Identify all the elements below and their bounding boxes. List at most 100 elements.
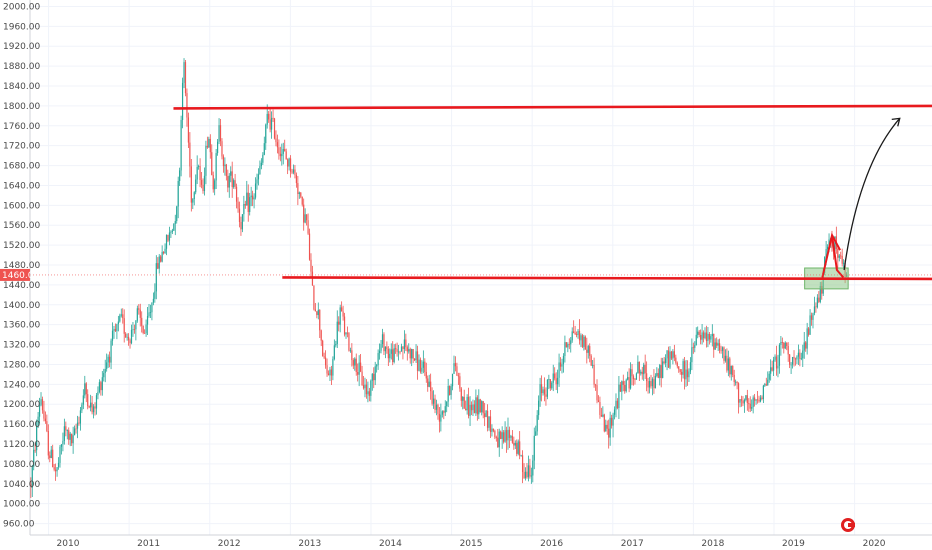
candle-body <box>183 62 185 83</box>
candle-body <box>702 332 705 339</box>
candle-body <box>733 374 735 383</box>
candle-body <box>180 119 182 171</box>
candle-body <box>189 142 191 167</box>
candle-body <box>494 430 496 438</box>
candle-body <box>72 435 74 444</box>
projection-arrow[interactable] <box>843 117 901 271</box>
candle-body <box>244 204 246 206</box>
candle-body <box>660 365 662 378</box>
candle-body <box>155 263 157 292</box>
time-tick-label: 2015 <box>460 539 483 549</box>
candle-body <box>205 145 207 176</box>
support-line[interactable] <box>282 276 932 281</box>
candle-body <box>701 332 703 340</box>
candle-body <box>361 371 363 386</box>
candle-body <box>412 349 414 359</box>
candle-body <box>624 384 626 392</box>
candle-body <box>219 125 222 142</box>
candle-body <box>148 312 150 317</box>
candle-body <box>797 352 799 357</box>
candle-body <box>69 433 71 440</box>
candle-body <box>751 407 753 409</box>
candle-body <box>75 428 77 430</box>
candle-body <box>570 340 572 345</box>
candle-body <box>786 342 788 346</box>
candle-body <box>529 465 531 477</box>
candle-body <box>408 349 410 352</box>
candle-body <box>444 406 446 413</box>
candle-body <box>840 255 842 257</box>
candle-body <box>149 312 152 314</box>
candle-body <box>745 395 747 400</box>
candle-body <box>146 316 149 325</box>
candle-body <box>597 400 600 403</box>
tradingview-logo-icon[interactable] <box>841 518 855 532</box>
time-tick-label: 2014 <box>379 539 402 549</box>
candle-body <box>825 249 827 257</box>
candle-body <box>234 180 236 187</box>
price-axis[interactable]: 2000.00 1960.00 1920.00 1880.00 1840.00 1800.… <box>3 0 40 535</box>
candle-body <box>253 197 255 200</box>
wedge-lower-line[interactable] <box>831 235 845 279</box>
candle-body <box>675 357 677 363</box>
candle-body <box>613 409 616 415</box>
candle-body <box>231 171 233 188</box>
candle-body <box>682 361 684 375</box>
candle-body <box>659 365 661 378</box>
candle-body <box>371 373 373 381</box>
candle-body <box>519 441 521 456</box>
candle-body <box>488 416 490 428</box>
time-axis[interactable]: 2010 2011 2012 2013 2014 2015 2016 2017 2018 2019… <box>30 534 932 549</box>
candle-body <box>755 399 757 401</box>
candle-body <box>730 365 732 375</box>
candle-body <box>573 331 575 334</box>
candle-body <box>437 404 439 414</box>
candle-body <box>52 449 54 468</box>
candle-body <box>44 418 46 422</box>
candle-body <box>92 406 95 413</box>
candle-body <box>771 367 773 371</box>
candle-body <box>621 381 623 392</box>
candle-body <box>158 256 160 269</box>
candle-body <box>681 371 683 375</box>
candle-body <box>486 410 489 428</box>
candle-body <box>81 404 83 411</box>
candle-body <box>729 358 731 375</box>
candle-body <box>174 221 176 224</box>
resistance-line[interactable] <box>173 104 932 110</box>
candle-body <box>676 362 678 367</box>
candle-body <box>190 166 192 203</box>
candle-body <box>339 307 341 325</box>
candle-body <box>227 176 229 188</box>
candle-body <box>326 365 328 374</box>
candle-body <box>168 232 171 241</box>
candle-body <box>450 386 452 395</box>
candle-body <box>373 373 375 381</box>
candle-body <box>561 364 563 367</box>
candle-body <box>135 320 137 330</box>
candle-body <box>387 349 389 359</box>
candle-body <box>808 328 810 335</box>
candle-body <box>723 347 725 361</box>
candle-body <box>756 399 759 401</box>
candle-body <box>812 313 814 320</box>
candle-body <box>711 333 713 337</box>
candle-body <box>414 358 416 361</box>
candle-body <box>735 381 737 383</box>
candle-body <box>84 383 86 396</box>
chart-grid <box>30 0 932 535</box>
candle-body <box>581 335 584 347</box>
candle-body <box>587 346 589 353</box>
candle-body <box>419 359 422 372</box>
candle-body <box>263 143 265 155</box>
candle-body <box>592 364 594 366</box>
candle-body <box>632 376 635 380</box>
candle-body <box>235 186 238 202</box>
candle-body <box>646 373 648 382</box>
time-tick-label: 2020 <box>863 539 886 549</box>
candle-body <box>694 345 696 348</box>
candle-body <box>586 349 588 353</box>
candle-body <box>285 151 287 160</box>
candle-body <box>568 344 570 346</box>
